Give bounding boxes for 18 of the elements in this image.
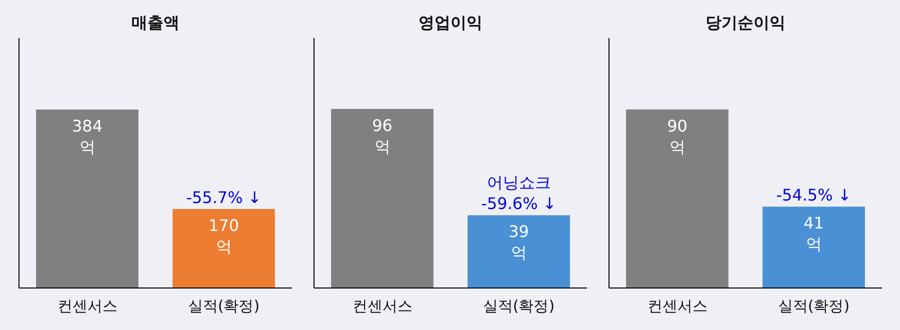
x-tick-label: 컨센서스	[352, 297, 412, 315]
data-label: 170 억	[208, 216, 240, 256]
chart-title: 당기순이익	[706, 13, 786, 32]
data-label: 90 억	[667, 116, 688, 156]
x-tick-label: 실적(확정)	[482, 297, 555, 315]
data-label: 39 억	[508, 222, 529, 262]
annotation: -55.7% ↓	[186, 188, 262, 208]
annotation: -54.5% ↓	[776, 186, 852, 205]
annotation: 어닝쇼크 -59.6% ↓	[481, 173, 556, 214]
x-tick-label: 컨센서스	[57, 297, 118, 315]
data-label: 96 억	[372, 116, 392, 156]
chart-title: 영업이익	[418, 13, 482, 32]
x-tick-label: 컨센서스	[647, 297, 708, 315]
data-label: 384 억	[72, 116, 103, 157]
data-label: 41 억	[804, 214, 824, 254]
chart-title: 매출액	[132, 13, 180, 32]
x-tick-label: 실적(확정)	[778, 297, 850, 315]
x-tick-label: 실적(확정)	[188, 297, 260, 315]
